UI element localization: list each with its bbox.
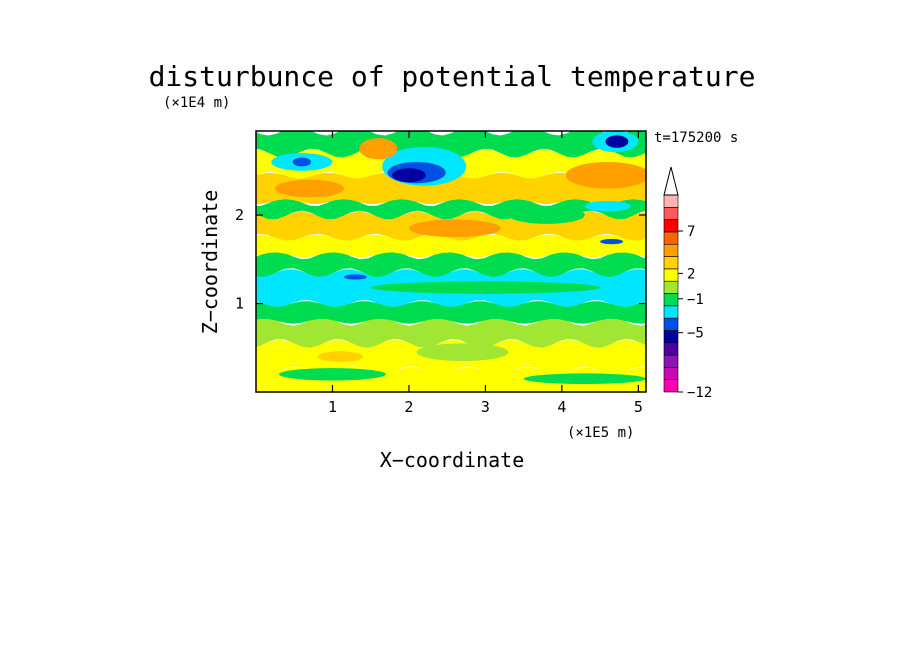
colorbar-swatch	[663, 379, 679, 393]
colorbar-label: 7	[687, 224, 695, 240]
contour-anomaly	[359, 138, 398, 160]
y-axis-unit: (×1E4 m)	[163, 95, 230, 111]
contour-layer	[256, 250, 646, 278]
contour-layer	[256, 131, 646, 158]
colorbar-label: −5	[687, 326, 704, 342]
contour-anomaly	[392, 168, 426, 183]
y-axis-label: Z−coordinate	[198, 190, 222, 335]
contour-field	[256, 131, 646, 392]
colorbar-swatch	[663, 342, 679, 356]
colorbar-swatch	[663, 219, 679, 233]
x-tick-label: 1	[328, 398, 337, 416]
chart-title: disturbunce of potential temperature	[149, 60, 756, 93]
x-axis-label: X−coordinate	[380, 448, 525, 472]
x-tick-label: 4	[557, 398, 566, 416]
y-tick-label: 2	[235, 206, 244, 224]
y-tick-label: 1	[235, 295, 244, 313]
contour-anomaly	[416, 343, 509, 362]
colorbar-label: 2	[687, 266, 695, 282]
colorbar-swatch	[663, 293, 679, 307]
colorbar: −12−5−127	[663, 166, 712, 401]
contour-anomaly	[275, 179, 344, 198]
x-axis: 1 2 3 4 5	[328, 131, 643, 416]
colorbar-extend-arrow	[663, 166, 679, 196]
contour-anomaly	[605, 135, 629, 148]
contour-layer	[256, 172, 646, 205]
colorbar-label: −12	[687, 385, 712, 401]
colorbar-swatch	[663, 354, 679, 368]
contour-layer	[256, 316, 646, 348]
colorbar-swatch	[663, 268, 679, 282]
time-label: t=175200 s	[654, 130, 738, 146]
x-tick-label: 5	[634, 398, 643, 416]
colorbar-swatch	[663, 280, 679, 294]
colorbar-swatch	[663, 207, 679, 220]
contour-anomaly	[343, 274, 367, 280]
colorbar-swatch	[663, 317, 679, 331]
colorbar-swatch	[663, 256, 679, 270]
colorbar-swatch	[663, 231, 679, 245]
contour-anomaly	[278, 368, 386, 381]
contour-anomaly	[584, 200, 631, 212]
colorbar-swatch	[663, 194, 679, 208]
x-axis-unit: (×1E5 m)	[567, 425, 634, 441]
x-tick-label: 3	[481, 398, 490, 416]
y-axis: 12	[235, 206, 646, 313]
contour-anomaly	[600, 238, 624, 245]
colorbar-swatch	[663, 367, 679, 380]
colorbar-swatch	[663, 330, 679, 344]
contour-anomaly	[370, 281, 601, 294]
contour-layer	[256, 234, 646, 258]
colorbar-label: −1	[687, 292, 704, 308]
contour-anomaly	[508, 206, 585, 224]
contour-anomaly	[565, 161, 646, 189]
x-tick-label: 2	[404, 398, 413, 416]
contour-layer	[256, 301, 646, 324]
plot-frame	[255, 130, 647, 393]
colorbar-swatch	[663, 305, 679, 319]
contour-anomaly	[523, 373, 646, 385]
colorbar-swatch	[663, 243, 679, 257]
contour-anomaly	[292, 157, 312, 167]
contour-anomaly	[408, 219, 501, 238]
contour-anomaly	[317, 351, 364, 362]
